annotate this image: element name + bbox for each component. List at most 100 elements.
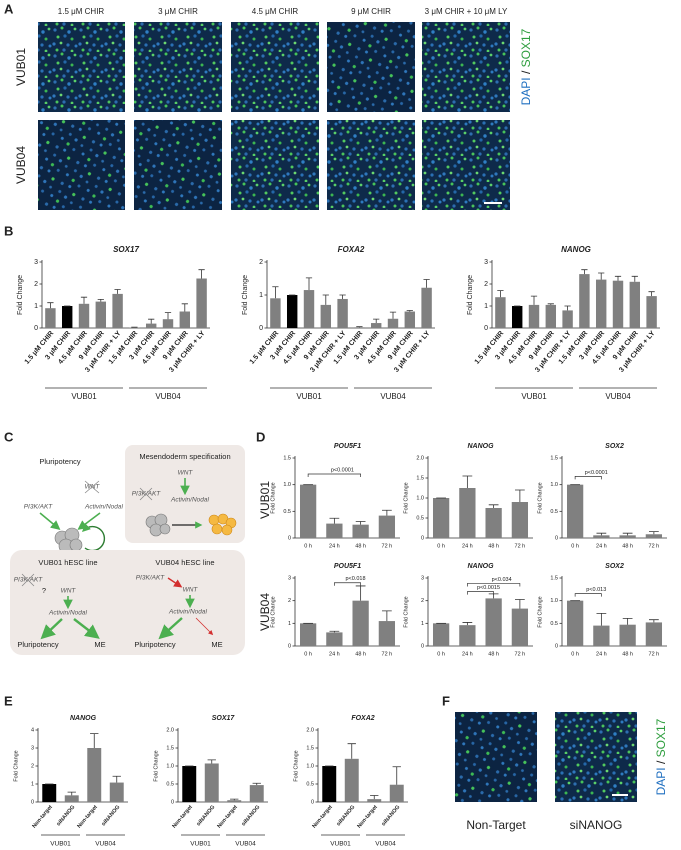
error-bar (329, 517, 340, 524)
group-label: VUB04 (235, 841, 256, 848)
significance-bracket (574, 476, 602, 480)
x-tick-label: siNANOG (336, 804, 357, 827)
chart-title: FOXA2 (338, 245, 365, 254)
column-label: 3 μM CHIR + 10 μM LY (425, 7, 508, 16)
micrograph (327, 120, 415, 210)
column-label: 1.5 μM CHIR (58, 7, 105, 16)
x-tick-label: siNANOG (101, 804, 122, 827)
error-bar (514, 489, 525, 502)
y-axis-label: Fold Change (537, 596, 543, 628)
chart-title: NANOG (467, 443, 494, 450)
y-axis-label: Fold Change (270, 596, 276, 628)
error-bar (347, 743, 356, 759)
box-title: VUB01 hESC line (38, 558, 97, 567)
error-bar (381, 509, 392, 516)
pathway-label: Activin/Nodal (84, 504, 123, 511)
x-tick-label: 72 h (515, 543, 526, 549)
error-bar (598, 272, 605, 280)
panel-f: Non-Target siNANOG DAPI / SOX17 (455, 712, 668, 832)
bar (459, 488, 476, 538)
y-tick-label: 0.5 (416, 515, 424, 521)
y-tick-label: 1.0 (416, 495, 424, 501)
x-tick-label: 48 h (488, 543, 499, 549)
y-axis-label: Fold Change (153, 750, 159, 782)
y-tick-label: 1.0 (550, 482, 558, 488)
bar (511, 502, 529, 538)
error-bar (622, 532, 633, 536)
bar (354, 327, 365, 328)
x-tick-label: 24 h (596, 651, 607, 657)
bar (299, 484, 317, 538)
inhibition-arrow (167, 577, 183, 588)
error-bar (514, 599, 525, 609)
x-tick-label: 24 h (462, 651, 473, 657)
error-bar (181, 303, 188, 312)
error-bar (497, 290, 504, 298)
error-bar (631, 275, 638, 282)
bar (432, 498, 450, 538)
y-axis-label: Fold Change (537, 482, 543, 514)
significance-bracket (467, 583, 521, 587)
chart-title: SOX17 (212, 715, 236, 722)
bar (629, 281, 641, 328)
error-bar (164, 312, 172, 320)
chart-title: NANOG (467, 563, 494, 570)
panel-label: B (4, 223, 13, 238)
error-bar (80, 296, 88, 304)
bar (78, 303, 90, 328)
bar (61, 306, 73, 328)
chart-title: FOXA2 (351, 715, 374, 722)
bar (367, 799, 382, 802)
y-tick-label: 2 (34, 281, 38, 288)
y-tick-label: 1 (484, 303, 488, 310)
bar (528, 304, 540, 328)
bar (421, 287, 432, 328)
error-bar (614, 275, 622, 281)
arrow (158, 617, 183, 640)
bar (299, 623, 317, 646)
y-tick-label: 0 (288, 535, 291, 541)
x-tick-label: 24 h (596, 543, 607, 549)
y-tick-label: 0 (311, 799, 314, 805)
y-tick-label: 0.5 (550, 509, 558, 515)
x-tick-label: 72 h (649, 651, 660, 657)
bar (286, 295, 298, 328)
y-tick-label: 3 (34, 259, 38, 266)
group-label: VUB01 (296, 392, 322, 401)
y-axis-label: Fold Change (403, 482, 409, 514)
error-bar (462, 475, 473, 488)
bar (495, 297, 506, 328)
error-bar (581, 269, 588, 275)
y-tick-label: 0.5 (306, 781, 314, 787)
x-tick-label: Non-target (356, 804, 379, 829)
arrow (195, 617, 214, 636)
row-label: VUB04 (258, 593, 272, 631)
outcome-label: Pluripotency (134, 640, 176, 649)
error-bar (564, 305, 571, 311)
error-bar (230, 798, 239, 801)
x-tick-label: siNANOG (241, 804, 262, 827)
bar (595, 279, 607, 328)
error-bar (252, 782, 261, 786)
x-tick-label: 48 h (355, 651, 366, 657)
y-tick-label: 1.5 (166, 745, 174, 751)
error-bar (114, 289, 121, 294)
bar (579, 274, 590, 328)
x-tick-label: 0 h (304, 543, 312, 549)
bar (511, 306, 523, 328)
group-label: VUB04 (605, 392, 631, 401)
y-tick-label: 0 (171, 799, 174, 805)
question-mark: ? (42, 586, 46, 595)
p-value: p<0.018 (345, 576, 365, 582)
box (10, 550, 245, 655)
arrow (77, 512, 101, 530)
y-tick-label: 0 (259, 325, 263, 332)
significance-bracket (574, 593, 602, 597)
error-bar (305, 277, 313, 291)
y-tick-label: 0 (34, 325, 38, 332)
group-label: VUB01 (521, 392, 547, 401)
y-tick-label: 1.5 (550, 575, 558, 581)
bar (378, 621, 396, 646)
group-label: VUB01 (50, 841, 71, 848)
group-label: VUB01 (71, 392, 97, 401)
